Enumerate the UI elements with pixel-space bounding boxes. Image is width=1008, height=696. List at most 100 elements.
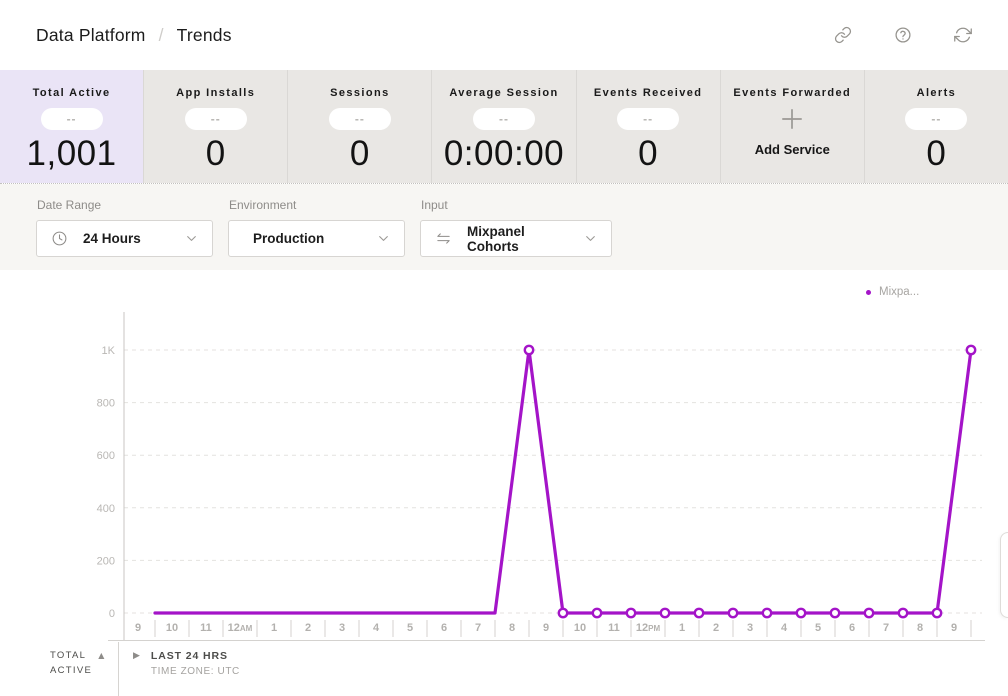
metric-value: 0 bbox=[926, 134, 947, 173]
metric-card-average-session[interactable]: Average Session -- 0:00:00 bbox=[431, 70, 576, 183]
svg-text:800: 800 bbox=[97, 398, 115, 410]
date-range-select[interactable]: 24 Hours bbox=[36, 220, 213, 257]
svg-text:5: 5 bbox=[815, 622, 821, 634]
metric-change-badge: -- bbox=[905, 108, 968, 130]
chevron-down-icon bbox=[377, 232, 390, 245]
svg-text:8: 8 bbox=[509, 622, 515, 634]
svg-text:2: 2 bbox=[305, 622, 311, 634]
svg-text:4: 4 bbox=[373, 622, 380, 634]
svg-text:6: 6 bbox=[849, 622, 855, 634]
filter-group-input: Input Mixpanel Cohorts bbox=[420, 198, 612, 270]
metric-card-sessions[interactable]: Sessions -- 0 bbox=[287, 70, 432, 183]
svg-text:7: 7 bbox=[475, 622, 481, 634]
sort-ascending-icon[interactable]: ▲ bbox=[98, 651, 106, 660]
footer-metric-line1: TOTAL bbox=[50, 650, 87, 661]
svg-text:600: 600 bbox=[97, 450, 115, 462]
metric-card-events-received[interactable]: Events Received -- 0 bbox=[575, 70, 720, 183]
metric-card-row: Total Active -- 1,001 App Installs -- 0 … bbox=[0, 70, 1008, 184]
svg-text:9: 9 bbox=[543, 622, 549, 634]
metric-label: Events Forwarded bbox=[733, 87, 852, 99]
metric-card-app-installs[interactable]: App Installs -- 0 bbox=[143, 70, 288, 183]
trend-chart-section: 1K 800 600 400 200 0 9 10 11 12AM 1 2 3 4 5 6 7 8 9 10 11 12P… bbox=[0, 270, 1008, 642]
input-select[interactable]: Mixpanel Cohorts bbox=[420, 220, 612, 257]
filter-label: Environment bbox=[229, 198, 297, 212]
svg-text:400: 400 bbox=[97, 503, 115, 515]
svg-text:3: 3 bbox=[747, 622, 753, 634]
svg-text:9: 9 bbox=[951, 622, 957, 634]
svg-text:6: 6 bbox=[441, 622, 447, 634]
expand-row-icon[interactable]: ▶ bbox=[133, 651, 140, 661]
svg-text:12AM: 12AM bbox=[228, 622, 253, 634]
metric-card-total-active[interactable]: Total Active -- 1,001 bbox=[0, 70, 144, 183]
breadcrumb: Data Platform / Trends bbox=[36, 25, 232, 46]
svg-text:5: 5 bbox=[407, 622, 413, 634]
add-service-label: Add Service bbox=[754, 142, 830, 157]
footer-metric-column[interactable]: TOTAL ▲ ACTIVE bbox=[0, 642, 118, 696]
side-panel-handle[interactable] bbox=[1000, 532, 1008, 618]
filter-label: Date Range bbox=[37, 198, 102, 212]
metric-label: Alerts bbox=[916, 87, 957, 99]
svg-text:1: 1 bbox=[679, 622, 685, 634]
metric-label: Average Session bbox=[449, 87, 559, 99]
input-value: Mixpanel Cohorts bbox=[467, 223, 525, 254]
metric-card-alerts[interactable]: Alerts -- 0 bbox=[863, 70, 1008, 183]
svg-text:200: 200 bbox=[97, 555, 115, 567]
svg-text:9: 9 bbox=[135, 622, 141, 634]
metric-value: 1,001 bbox=[26, 134, 117, 173]
clock-icon bbox=[51, 230, 68, 247]
link-icon[interactable] bbox=[834, 26, 852, 44]
metric-change-badge: -- bbox=[40, 108, 103, 130]
metric-label: App Installs bbox=[176, 87, 256, 99]
environment-select[interactable]: Production bbox=[228, 220, 405, 257]
metric-value: 0:00:00 bbox=[443, 134, 565, 173]
breadcrumb-separator: / bbox=[158, 24, 164, 45]
svg-text:10: 10 bbox=[574, 622, 586, 634]
page-header: Data Platform / Trends bbox=[0, 0, 1008, 70]
environment-value: Production bbox=[253, 231, 325, 246]
footer-range-label: LAST 24 HRS bbox=[150, 650, 228, 662]
breadcrumb-trends: Trends bbox=[176, 24, 232, 45]
filter-label: Input bbox=[421, 198, 448, 212]
svg-text:3: 3 bbox=[339, 622, 345, 634]
metric-change-badge: -- bbox=[328, 108, 391, 130]
metric-value: 0 bbox=[638, 134, 659, 173]
metric-label: Sessions bbox=[330, 87, 390, 99]
legend-dot-icon bbox=[866, 289, 871, 295]
svg-text:1: 1 bbox=[271, 622, 277, 634]
refresh-icon[interactable] bbox=[954, 26, 972, 44]
footer-metric-line2: ACTIVE bbox=[50, 665, 93, 676]
legend-item-mixpanel[interactable]: Mixpa... bbox=[866, 286, 919, 298]
metric-change-badge: -- bbox=[184, 108, 247, 130]
footer-timezone-label: TIME ZONE: UTC bbox=[150, 666, 240, 677]
swap-icon bbox=[435, 230, 452, 247]
header-icons bbox=[834, 26, 972, 44]
metric-card-events-forwarded-add-service[interactable]: Events Forwarded Add Service bbox=[719, 70, 864, 183]
date-range-value: 24 Hours bbox=[83, 231, 141, 246]
legend-label: Mixpa... bbox=[879, 286, 920, 298]
filter-group-environment: Environment Production bbox=[228, 198, 405, 270]
svg-text:4: 4 bbox=[781, 622, 788, 634]
footer-range-block: ▶ LAST 24 HRS TIME ZONE: UTC bbox=[118, 642, 1008, 696]
svg-text:2: 2 bbox=[713, 622, 719, 634]
metric-change-badge: -- bbox=[472, 108, 535, 130]
metric-change-badge: -- bbox=[617, 108, 680, 130]
plus-icon bbox=[779, 106, 805, 132]
svg-text:12PM: 12PM bbox=[636, 622, 661, 634]
svg-text:7: 7 bbox=[883, 622, 889, 634]
svg-text:11: 11 bbox=[608, 622, 620, 634]
trend-line-chart[interactable]: 1K 800 600 400 200 0 9 10 11 12AM 1 2 3 4 5 6 7 8 9 10 11 12P… bbox=[0, 270, 1008, 642]
metric-value: 0 bbox=[205, 134, 226, 173]
svg-text:0: 0 bbox=[109, 608, 115, 620]
svg-text:1K: 1K bbox=[102, 345, 116, 357]
chart-footer: TOTAL ▲ ACTIVE ▶ LAST 24 HRS TIME ZONE: … bbox=[0, 642, 1008, 696]
breadcrumb-data-platform[interactable]: Data Platform bbox=[36, 24, 146, 45]
svg-text:11: 11 bbox=[200, 622, 212, 634]
help-icon[interactable] bbox=[894, 26, 912, 44]
filter-bar: Date Range 24 Hours Environment Producti… bbox=[0, 184, 1008, 270]
chevron-down-icon bbox=[185, 232, 198, 245]
metric-value: 0 bbox=[349, 134, 370, 173]
metric-label: Total Active bbox=[32, 87, 111, 99]
svg-text:8: 8 bbox=[917, 622, 923, 634]
metric-label: Events Received bbox=[593, 87, 703, 99]
filter-group-date-range: Date Range 24 Hours bbox=[36, 198, 213, 270]
